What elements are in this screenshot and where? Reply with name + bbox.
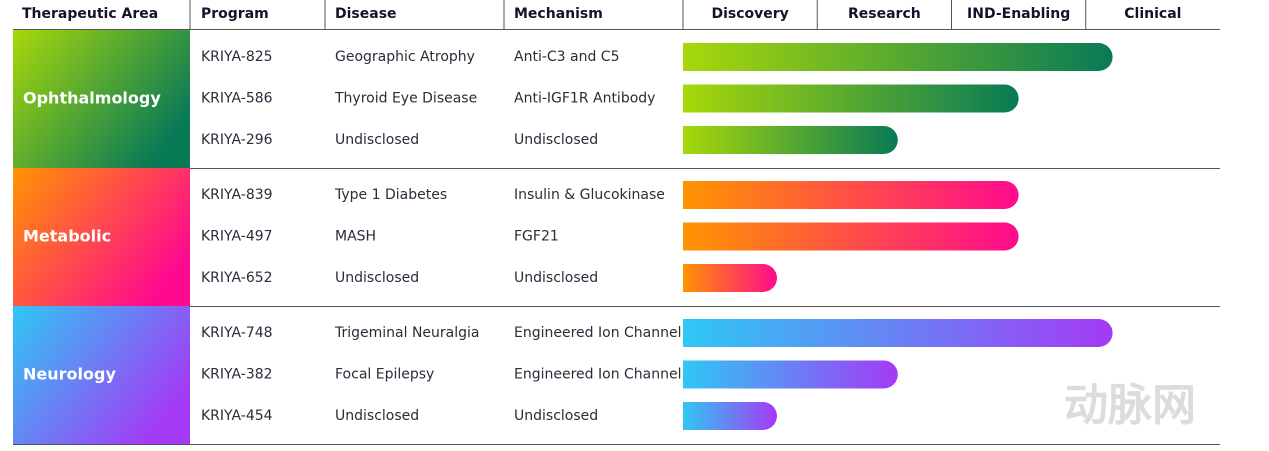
mechanism: Undisclosed <box>514 270 598 286</box>
stage-label: Research <box>848 6 921 22</box>
header-area: Therapeutic Area <box>22 6 158 22</box>
area-cell <box>13 30 190 168</box>
progress-bar <box>683 264 777 292</box>
mechanism: FGF21 <box>514 229 559 245</box>
program: KRIYA-454 <box>201 408 273 424</box>
disease: Undisclosed <box>335 132 419 148</box>
disease: Undisclosed <box>335 270 419 286</box>
progress-bar <box>683 319 1113 347</box>
mechanism: Anti-IGF1R Antibody <box>514 91 655 107</box>
area-label: Metabolic <box>23 227 111 246</box>
progress-bar <box>683 402 777 430</box>
mechanism: Undisclosed <box>514 408 598 424</box>
program: KRIYA-296 <box>201 132 273 148</box>
mechanism: Undisclosed <box>514 132 598 148</box>
area-cell <box>13 306 190 444</box>
program: KRIYA-748 <box>201 325 273 341</box>
header-mechanism: Mechanism <box>514 6 603 22</box>
area-label: Neurology <box>23 365 116 384</box>
stage-label: Discovery <box>711 6 788 22</box>
progress-bar <box>683 84 1019 113</box>
header-program: Program <box>201 6 269 22</box>
program: KRIYA-652 <box>201 270 273 286</box>
area-label: Ophthalmology <box>23 89 161 108</box>
stage-label: IND-Enabling <box>967 6 1070 22</box>
disease: Thyroid Eye Disease <box>334 91 477 107</box>
progress-bar <box>683 360 898 389</box>
program: KRIYA-839 <box>201 187 273 203</box>
mechanism: Anti-C3 and C5 <box>514 49 620 65</box>
disease: Trigeminal Neuralgia <box>334 325 480 341</box>
program: KRIYA-497 <box>201 229 273 245</box>
disease: Focal Epilepsy <box>335 367 434 383</box>
program: KRIYA-586 <box>201 91 273 107</box>
program: KRIYA-825 <box>201 49 273 65</box>
mechanism: Engineered Ion Channel <box>514 367 682 383</box>
progress-bar <box>683 126 898 154</box>
mechanism: Insulin & Glucokinase <box>514 187 665 203</box>
disease: Type 1 Diabetes <box>334 187 447 203</box>
area-cell <box>13 168 190 306</box>
progress-bar <box>683 222 1019 251</box>
stage-label: Clinical <box>1124 6 1181 22</box>
watermark: 动脉网 <box>1064 380 1196 431</box>
disease: Geographic Atrophy <box>335 49 475 65</box>
mechanism: Engineered Ion Channel <box>514 325 682 341</box>
disease: Undisclosed <box>335 408 419 424</box>
progress-bar <box>683 43 1113 71</box>
progress-bar <box>683 181 1019 209</box>
program: KRIYA-382 <box>201 367 273 383</box>
disease: MASH <box>335 229 376 245</box>
header-disease: Disease <box>335 6 397 22</box>
